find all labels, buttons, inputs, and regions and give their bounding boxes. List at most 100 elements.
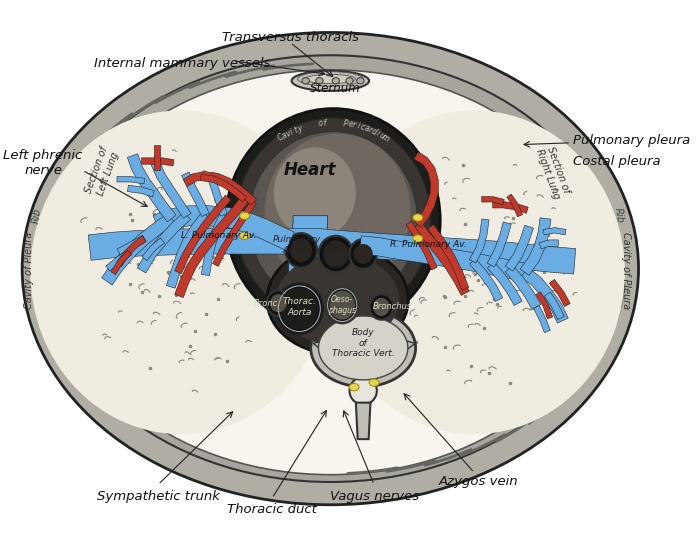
Ellipse shape (324, 111, 625, 434)
Polygon shape (117, 235, 146, 255)
Ellipse shape (270, 294, 286, 312)
Ellipse shape (323, 240, 349, 268)
Polygon shape (505, 265, 541, 310)
Polygon shape (141, 158, 174, 166)
Ellipse shape (413, 214, 423, 221)
Polygon shape (470, 258, 503, 301)
Ellipse shape (30, 111, 331, 434)
Ellipse shape (62, 70, 599, 475)
Polygon shape (127, 153, 176, 222)
Ellipse shape (316, 78, 323, 84)
Text: Sternum: Sternum (309, 81, 360, 95)
Polygon shape (313, 339, 330, 354)
Ellipse shape (302, 78, 309, 84)
Text: Heart: Heart (284, 161, 337, 179)
Ellipse shape (248, 131, 417, 309)
Polygon shape (550, 279, 570, 306)
Text: Costal pleura: Costal pleura (573, 155, 661, 168)
Text: Internal mammary vessels: Internal mammary vessels (94, 57, 271, 70)
Text: L. Pulmonary Av.: L. Pulmonary Av. (181, 232, 257, 240)
Text: i: i (356, 122, 360, 131)
Ellipse shape (290, 239, 312, 262)
Polygon shape (406, 221, 438, 270)
Polygon shape (117, 177, 145, 184)
Polygon shape (487, 222, 511, 267)
Text: u: u (377, 130, 386, 141)
Polygon shape (88, 228, 575, 274)
Ellipse shape (318, 316, 408, 380)
Text: a: a (280, 131, 288, 141)
Polygon shape (360, 236, 526, 281)
Ellipse shape (239, 212, 250, 219)
Polygon shape (151, 161, 191, 218)
Polygon shape (153, 206, 295, 250)
Text: y: y (296, 124, 304, 134)
Polygon shape (493, 202, 528, 213)
Ellipse shape (332, 78, 340, 84)
Ellipse shape (311, 309, 416, 387)
Text: d: d (370, 126, 378, 137)
Polygon shape (399, 339, 415, 354)
Polygon shape (539, 240, 559, 249)
Ellipse shape (285, 233, 317, 268)
Polygon shape (545, 292, 564, 320)
Ellipse shape (226, 108, 440, 332)
Polygon shape (505, 226, 533, 271)
Polygon shape (288, 216, 328, 295)
Polygon shape (428, 224, 469, 290)
Ellipse shape (265, 134, 411, 289)
Text: m: m (380, 132, 391, 144)
Polygon shape (167, 212, 209, 288)
Polygon shape (521, 267, 568, 323)
Text: v: v (284, 129, 292, 139)
Text: Rib: Rib (612, 207, 624, 224)
Polygon shape (356, 403, 370, 439)
Polygon shape (175, 195, 231, 274)
Text: o: o (318, 119, 323, 128)
Text: P: P (343, 119, 349, 128)
Polygon shape (482, 196, 504, 205)
Ellipse shape (22, 32, 638, 505)
Ellipse shape (267, 290, 290, 316)
Ellipse shape (354, 244, 372, 264)
Text: Vagus nerves: Vagus nerves (330, 490, 419, 503)
Text: Section of
Right Lung: Section of Right Lung (533, 144, 572, 200)
Polygon shape (200, 174, 246, 202)
Polygon shape (414, 152, 438, 227)
Text: Bronc.: Bronc. (254, 299, 281, 308)
Text: Thoracic duct: Thoracic duct (227, 503, 317, 516)
Text: Azygos vein: Azygos vein (439, 476, 519, 488)
Ellipse shape (330, 290, 355, 320)
Text: Aorta: Aorta (326, 243, 350, 252)
Polygon shape (142, 238, 164, 261)
Text: f: f (323, 118, 326, 128)
Polygon shape (175, 196, 248, 298)
Ellipse shape (370, 294, 393, 320)
Ellipse shape (349, 377, 377, 404)
Ellipse shape (318, 236, 353, 272)
Text: Bronchus: Bronchus (373, 302, 412, 311)
Text: Oeso-
phagus: Oeso- phagus (328, 295, 356, 315)
Ellipse shape (326, 287, 358, 323)
Text: e: e (346, 119, 353, 129)
Text: i: i (289, 127, 295, 136)
Polygon shape (155, 145, 160, 170)
Text: Body
of
Thoracic Vert.: Body of Thoracic Vert. (332, 328, 395, 358)
Ellipse shape (349, 239, 377, 269)
Text: R. Pulmonary Av.: R. Pulmonary Av. (391, 240, 467, 249)
Text: a: a (363, 124, 370, 134)
Text: c: c (359, 122, 365, 132)
Text: Cavity of Pleura: Cavity of Pleura (25, 232, 34, 309)
Text: t: t (293, 125, 299, 135)
Ellipse shape (48, 55, 612, 482)
Ellipse shape (267, 245, 408, 354)
Ellipse shape (292, 71, 369, 91)
Ellipse shape (239, 232, 250, 239)
Polygon shape (183, 172, 256, 205)
Text: Section of
Left Lung: Section of Left Lung (84, 145, 121, 199)
Text: r: r (367, 125, 374, 135)
Ellipse shape (235, 118, 431, 323)
Polygon shape (543, 228, 566, 235)
Text: Cavity of Pleura: Cavity of Pleura (621, 232, 631, 309)
Text: Pulmonary
Artery: Pulmonary Artery (272, 235, 321, 255)
